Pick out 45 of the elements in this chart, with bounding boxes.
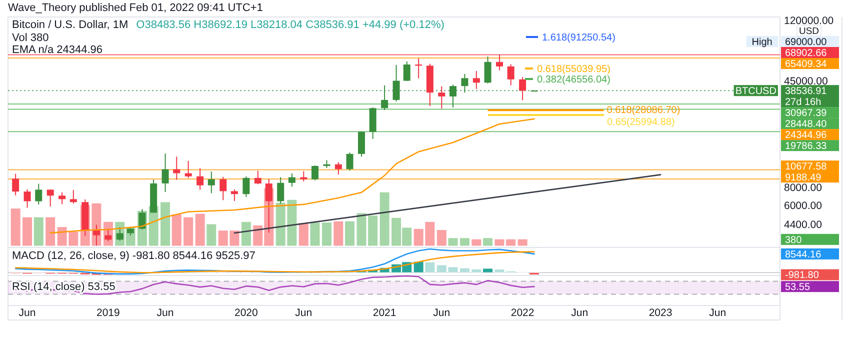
text: Wave_Theory published Feb 01, 2022 09:41 UTC+1 — [8, 2, 263, 14]
x-tick-label: 2022 — [510, 307, 534, 319]
x-tick-label: Jun — [433, 307, 450, 319]
annotation: 0.618(28086.70) — [606, 105, 680, 116]
x-tick-label: Jun — [571, 307, 588, 319]
annotation: EMA n/a 24344.96 — [12, 44, 103, 56]
chart-title: Bitcoin / U.S. Dollar, 1M — [12, 19, 128, 31]
chart-subtitle: O38483.56 H38692.19 L38218.04 C38536.91 +44.99 (+0.12%) — [136, 19, 444, 31]
x-tick-label: Jun — [156, 307, 174, 319]
ref-line-label: 10677.58 — [785, 162, 828, 173]
text: 8544.16 — [785, 249, 822, 260]
high-label-chip: High — [746, 36, 778, 48]
annotation: High — [752, 37, 772, 48]
x-tick-label: Jun — [18, 307, 36, 319]
x-tick-label: 2021 — [372, 307, 396, 319]
y-tick-label: 45000.00 — [784, 76, 828, 88]
text: 69000.00 — [785, 37, 828, 48]
y-tick-label: 120000.00 — [784, 15, 834, 28]
ref-line-label: 19786.33 — [785, 141, 828, 152]
y-tick-label: 8000.00 — [784, 182, 822, 194]
y-tick-label: 4400.00 — [784, 218, 822, 231]
text: 24344.96 — [785, 130, 828, 142]
symbol-chip: BTCUSD — [734, 85, 778, 98]
x-tick-label: 2023 — [648, 307, 672, 319]
text: 380 — [785, 234, 802, 246]
x-tick-label: Jun — [295, 307, 312, 319]
ref-line-label: 68902.66 — [785, 48, 828, 59]
y-axis-title: USD — [798, 26, 820, 37]
x-tick-label: 2019 — [96, 307, 120, 319]
annotation: Vol 380 — [12, 32, 49, 44]
text: -981.80 — [785, 270, 820, 282]
annotation: 0.618(55039.95) — [537, 64, 610, 75]
ref-line-label: 30967.39 — [785, 108, 828, 120]
annotation: 0.65(25994.88) — [607, 117, 675, 128]
y-tick-label: 6000.00 — [784, 200, 822, 212]
x-tick-label: 2020 — [234, 307, 258, 319]
ref-line-label: 28448.40 — [785, 119, 828, 130]
x-tick-label: Jun — [709, 307, 726, 319]
annotation: 1.618(91250.54) — [542, 32, 616, 44]
ref-line-label: 9188.49 — [785, 172, 822, 184]
chart-title: MACD (12, 26, close, 9) -981.80 8544.16 9525.97 — [12, 250, 256, 262]
annotation: 0.382(46556.04) — [537, 74, 610, 86]
ref-line-label: 38536.91 27d 16h — [785, 86, 828, 108]
ref-line-label: 65409.34 — [785, 59, 828, 70]
text: 53.55 — [785, 282, 810, 294]
